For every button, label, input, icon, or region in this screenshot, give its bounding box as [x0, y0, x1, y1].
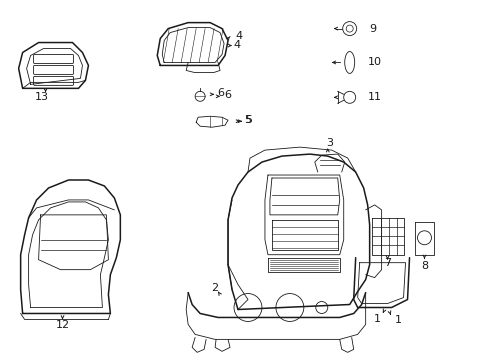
- Text: 5: 5: [244, 115, 250, 125]
- Text: 7: 7: [383, 258, 390, 268]
- Text: 11: 11: [367, 92, 381, 102]
- Text: 4: 4: [233, 40, 240, 50]
- Text: 12: 12: [55, 320, 69, 330]
- Text: 1: 1: [373, 314, 380, 324]
- Text: 3: 3: [325, 138, 333, 148]
- Text: 5: 5: [244, 115, 251, 125]
- Text: 13: 13: [35, 92, 48, 102]
- Text: 6: 6: [217, 88, 224, 98]
- Text: 8: 8: [420, 261, 427, 271]
- Text: 9: 9: [369, 24, 376, 33]
- Text: 6: 6: [224, 90, 231, 100]
- Text: 4: 4: [235, 31, 242, 41]
- Text: 2: 2: [211, 283, 218, 293]
- Text: 1: 1: [394, 315, 401, 325]
- Text: 10: 10: [367, 58, 381, 67]
